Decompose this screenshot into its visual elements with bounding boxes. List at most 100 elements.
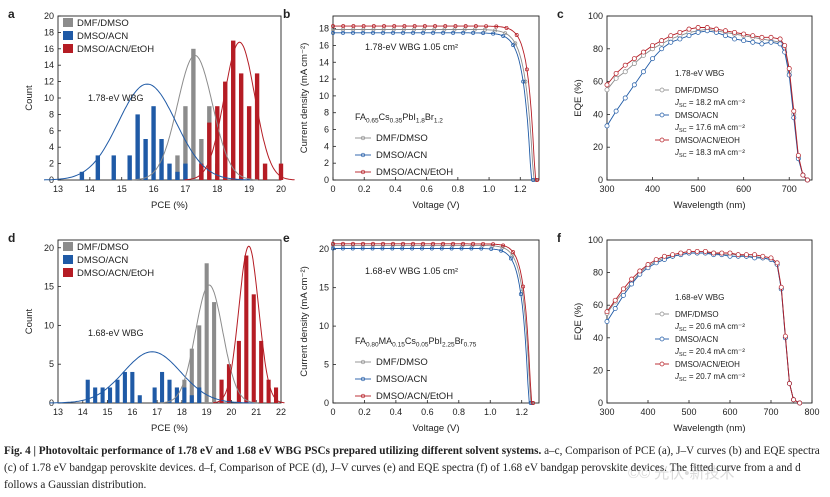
y-tick-label: 14 <box>44 60 54 70</box>
caption-body: a–c, Comparison of PCE (a), J–V curves (… <box>4 445 820 491</box>
eqe-marker <box>686 33 692 39</box>
y-tick-label: 8 <box>49 109 54 119</box>
jv-marker <box>361 241 365 246</box>
legend-label: DMSO/ACN/EtOH <box>675 136 740 145</box>
x-tick-label: 400 <box>640 407 655 417</box>
hist-bar <box>223 81 228 180</box>
x-tick-label: 19 <box>202 407 212 417</box>
eqe-marker <box>750 39 756 45</box>
legend-label: DMSO/ACN/EtOH <box>77 44 154 55</box>
watermark: ©© 光伏•新技术 <box>628 465 735 482</box>
y-tick-label: 10 <box>319 91 329 101</box>
legend-marker <box>659 112 665 118</box>
y-axis-label: EQE (%) <box>573 303 584 340</box>
x-tick-label: 300 <box>599 407 614 417</box>
eqe-marker <box>686 26 692 32</box>
eqe-marker <box>613 75 619 81</box>
hist-bar <box>189 348 194 403</box>
hist-bar <box>236 340 241 403</box>
jv-marker <box>331 246 335 251</box>
hist-bar <box>130 371 135 403</box>
y-tick-label: 20 <box>44 243 54 253</box>
x-tick-label: 0.6 <box>420 184 433 194</box>
legend-label: DMSO/ACN/EtOH <box>376 167 453 178</box>
figure-caption: Fig. 4 | Photovoltaic performance of 1.7… <box>4 443 826 494</box>
eqe-marker <box>650 43 656 48</box>
legend-jsc: JSC = 18.2 mA cm⁻² <box>674 98 745 109</box>
eqe-marker <box>678 250 684 256</box>
hist-bar <box>167 379 172 403</box>
jv-marker <box>371 24 376 29</box>
jv-marker <box>442 27 447 32</box>
x-tick-label: 19 <box>244 184 254 194</box>
gaussian-fit-line <box>213 245 285 404</box>
jv-marker <box>459 246 464 251</box>
x-tick-label: 300 <box>599 184 614 194</box>
y-tick-label: 15 <box>319 283 329 293</box>
x-tick-label: 0.2 <box>358 407 371 417</box>
legend-label: DMSO/ACN/EtOH <box>77 268 154 279</box>
jv-marker <box>401 30 406 35</box>
hist-bar <box>262 163 268 180</box>
x-tick-label: 600 <box>736 184 751 194</box>
y-tick-label: 8 <box>324 108 329 118</box>
x-tick-label: 600 <box>722 407 737 417</box>
legend-jsc: JSC = 17.6 mA cm⁻² <box>674 123 745 134</box>
jv-marker <box>391 30 396 35</box>
legend-jsc: JSC = 20.7 mA cm⁻² <box>674 372 745 383</box>
x-tick-label: 0.6 <box>421 407 434 417</box>
x-tick-label: 700 <box>782 184 797 194</box>
legend-jsc: JSC = 20.6 mA cm⁻² <box>674 322 745 333</box>
y-tick-label: 14 <box>319 57 329 67</box>
eqe-marker <box>786 66 792 71</box>
eqe-marker <box>622 69 628 75</box>
eqe-marker <box>613 108 619 114</box>
legend-marker <box>659 336 665 342</box>
panel-letter: d <box>8 231 15 245</box>
jv-marker <box>371 241 375 246</box>
legend-label: DMF/DMSO <box>77 242 129 253</box>
y-tick-label: 60 <box>593 300 603 310</box>
jv-marker <box>401 241 405 246</box>
jv-marker <box>341 24 346 29</box>
x-tick-label: 0.4 <box>390 407 403 417</box>
composition-formula: FA0.80MA0.15Cs0.05PbI2.25Br0.75 <box>355 336 477 349</box>
jv-marker <box>509 256 513 261</box>
plot-frame-e <box>332 239 540 404</box>
y-tick-label: 100 <box>588 235 603 245</box>
x-tick-label: 0 <box>330 184 335 194</box>
eqe-marker <box>612 297 618 303</box>
jv-marker <box>462 27 467 32</box>
y-tick-label: 0 <box>598 398 603 408</box>
x-tick-label: 0.2 <box>358 184 371 194</box>
jv-marker <box>411 241 415 246</box>
eqe-marker <box>791 115 797 121</box>
jv-marker <box>501 243 506 248</box>
panel-letter: a <box>8 7 15 21</box>
y-tick-label: 60 <box>593 77 603 87</box>
hist-bar <box>135 114 140 180</box>
legend-marker <box>360 359 366 365</box>
x-tick-label: 1.0 <box>483 184 496 194</box>
eqe-marker <box>768 34 774 40</box>
hist-bar <box>231 40 236 180</box>
hist-bar <box>175 171 180 180</box>
jv-marker <box>350 246 355 251</box>
jv-marker <box>331 241 335 246</box>
hist-bar <box>160 371 165 403</box>
jv-marker <box>331 30 335 35</box>
legend-swatch <box>63 268 73 277</box>
hist-bar <box>111 155 116 180</box>
eqe-marker <box>750 33 756 39</box>
jv-marker <box>341 241 345 246</box>
eqe-marker <box>622 62 628 68</box>
jv-marker <box>390 246 395 251</box>
eqe-marker <box>695 29 701 35</box>
eqe-marker <box>650 56 656 62</box>
jv-marker <box>439 246 444 251</box>
eqe-marker <box>631 56 637 62</box>
y-tick-label: 20 <box>44 11 54 21</box>
legend-label: DMF/DMSO <box>77 18 129 29</box>
y-tick-label: 0 <box>324 398 329 408</box>
legend-swatch <box>63 255 73 264</box>
